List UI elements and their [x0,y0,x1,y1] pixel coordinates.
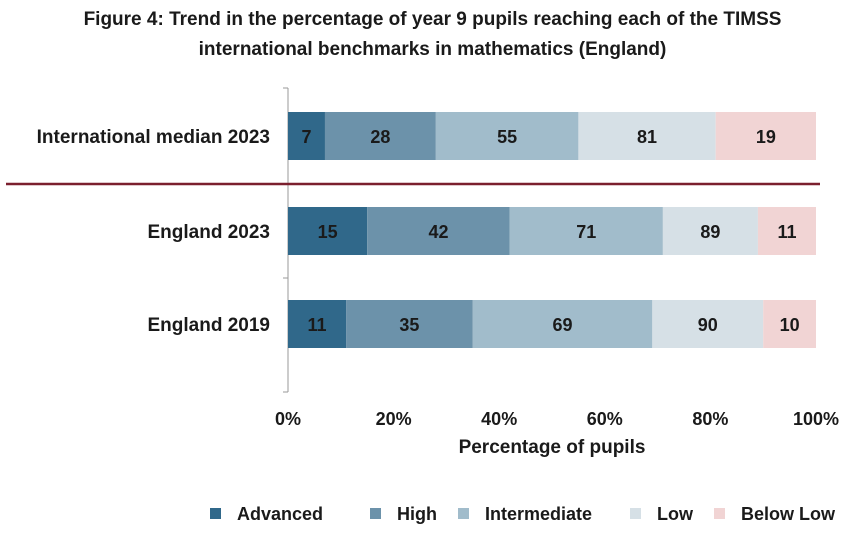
legend-swatch [210,508,221,519]
data-label: 11 [308,315,327,335]
bar-segment-advanced [288,300,347,348]
legend-swatch [714,508,725,519]
bar-segment-below-low [757,207,816,255]
data-label: 35 [399,315,419,335]
chart-title-line-1: Figure 4: Trend in the percentage of yea… [83,9,782,30]
data-label: 28 [370,127,390,147]
bar-segment-high [367,207,510,255]
data-label: 69 [553,315,573,335]
x-tick-label: 0% [275,409,301,429]
legend-swatch [458,508,469,519]
bar-segment-intermediate [472,300,653,348]
bar-segment-high [324,112,436,160]
bar-segment-advanced [288,207,368,255]
bar-segment-low [578,112,716,160]
bar-segment-intermediate [509,207,663,255]
category-label: International median 2023 [37,127,270,148]
bar-segment-below-low [763,300,816,348]
legend-label: Low [657,504,694,524]
data-label: 19 [756,127,776,147]
data-label: 55 [497,127,517,147]
x-axis-label: Percentage of pupils [459,437,646,458]
bar-segment-low [652,300,764,348]
data-label: 10 [780,315,800,335]
x-tick-label: 80% [692,409,728,429]
bar-segment-low [662,207,758,255]
legend-label: High [397,504,437,524]
legend-swatch [370,508,381,519]
chart-title-line-2: international benchmarks in mathematics … [198,39,667,60]
x-tick-label: 60% [587,409,623,429]
bar-segment-below-low [715,112,816,160]
category-label: England 2019 [148,315,271,336]
data-label: 90 [698,315,718,335]
x-tick-label: 20% [376,409,412,429]
data-label: 81 [637,127,657,147]
bar-segment-advanced [288,112,325,160]
data-label: 71 [576,222,596,242]
legend-swatch [630,508,641,519]
data-label: 89 [700,222,720,242]
x-tick-label: 100% [793,409,839,429]
data-label: 11 [777,222,796,242]
data-label: 7 [301,127,311,147]
bar-segment-high [346,300,473,348]
data-label: 15 [318,222,338,242]
legend-label: Intermediate [485,504,592,524]
x-tick-label: 40% [481,409,517,429]
legend-label: Advanced [237,504,323,524]
data-label: 42 [428,222,448,242]
category-label: England 2023 [148,222,271,243]
legend-label: Below Low [741,504,836,524]
bar-segment-intermediate [435,112,579,160]
